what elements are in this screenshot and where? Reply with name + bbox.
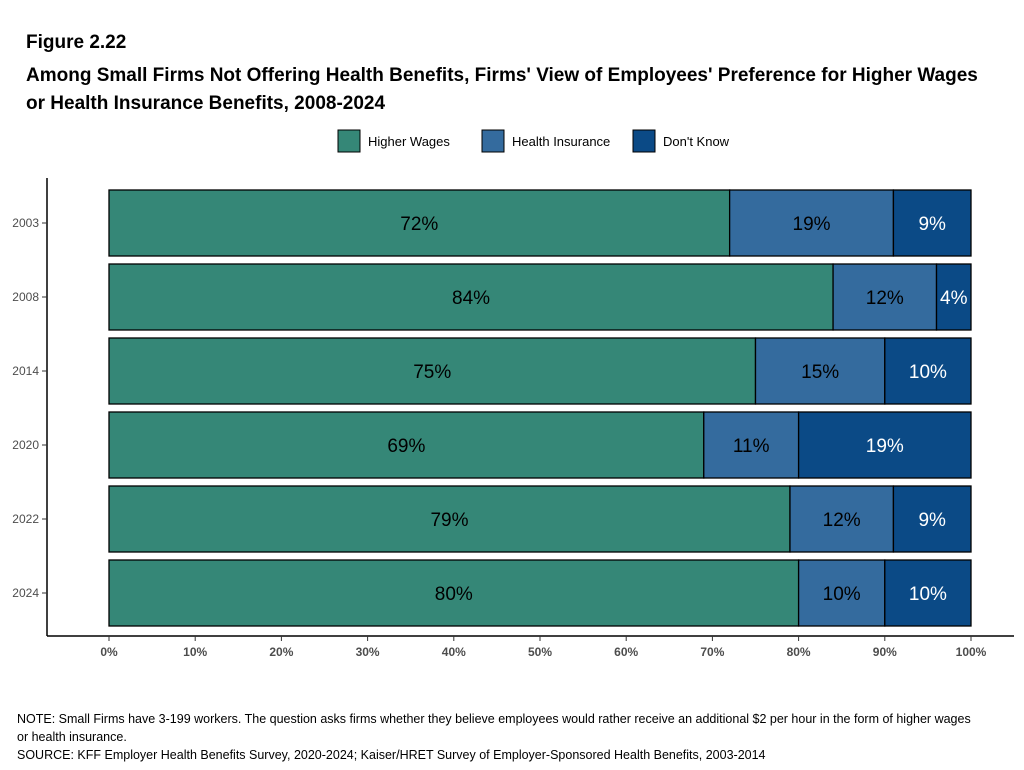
data-label: 72%	[400, 214, 438, 235]
data-label: 10%	[823, 584, 861, 605]
bar-segment	[884, 337, 972, 405]
bar-segment	[754, 337, 886, 405]
bar-segment	[108, 189, 731, 257]
x-tick-label: 0%	[100, 645, 118, 659]
footnote: NOTE: Small Firms have 3-199 workers. Th…	[17, 710, 977, 764]
bar-segment	[108, 485, 791, 553]
bar-segment	[108, 411, 705, 479]
data-label: 75%	[413, 362, 451, 383]
note-text: NOTE: Small Firms have 3-199 workers. Th…	[17, 712, 971, 744]
legend-label: Health Insurance	[512, 134, 610, 149]
data-label: 15%	[801, 362, 839, 383]
data-label: 11%	[733, 436, 770, 457]
data-label: 19%	[793, 214, 831, 235]
data-label: 4%	[940, 288, 968, 309]
x-tick-label: 90%	[873, 645, 897, 659]
legend-label: Don't Know	[663, 134, 730, 149]
bar-segment	[703, 411, 800, 479]
data-label: 12%	[823, 510, 861, 531]
data-label: 84%	[452, 288, 490, 309]
y-tick-label: 2022	[12, 512, 39, 526]
bar-segment	[789, 485, 895, 553]
x-tick-label: 60%	[614, 645, 638, 659]
x-tick-label: 40%	[442, 645, 466, 659]
data-label: 10%	[909, 584, 947, 605]
x-tick-label: 20%	[269, 645, 293, 659]
bar-segment	[728, 189, 895, 257]
y-tick-label: 2008	[12, 290, 39, 304]
x-tick-label: 80%	[787, 645, 811, 659]
data-label: 9%	[918, 510, 946, 531]
data-label: 10%	[909, 362, 947, 383]
bar-segment	[884, 559, 972, 627]
x-tick-label: 10%	[183, 645, 207, 659]
bar-segment	[108, 559, 800, 627]
bar-segment	[797, 411, 972, 479]
legend-label: Higher Wages	[368, 134, 450, 149]
data-label: 69%	[387, 436, 425, 457]
x-tick-label: 30%	[356, 645, 380, 659]
y-tick-label: 2020	[12, 438, 39, 452]
x-tick-label: 100%	[956, 645, 987, 659]
bar-segment	[892, 189, 972, 257]
y-tick-label: 2014	[12, 364, 39, 378]
y-tick-label: 2024	[12, 586, 39, 600]
data-label: 12%	[866, 288, 904, 309]
data-label: 19%	[866, 436, 904, 457]
legend-swatch	[632, 129, 656, 153]
bar-segment	[797, 559, 886, 627]
figure-label: Figure 2.22	[26, 32, 127, 53]
y-tick-label: 2003	[12, 216, 39, 230]
bar-segment	[935, 263, 972, 331]
data-label: 80%	[435, 584, 473, 605]
x-tick-label: 70%	[700, 645, 724, 659]
data-label: 79%	[430, 510, 468, 531]
data-label: 9%	[918, 214, 946, 235]
legend-swatch	[481, 129, 505, 153]
bar-segment	[892, 485, 972, 553]
chart-title: Among Small Firms Not Offering Health Be…	[26, 65, 978, 114]
x-tick-label: 50%	[528, 645, 552, 659]
legend-swatch	[337, 129, 361, 153]
source-text: SOURCE: KFF Employer Health Benefits Sur…	[17, 748, 766, 762]
